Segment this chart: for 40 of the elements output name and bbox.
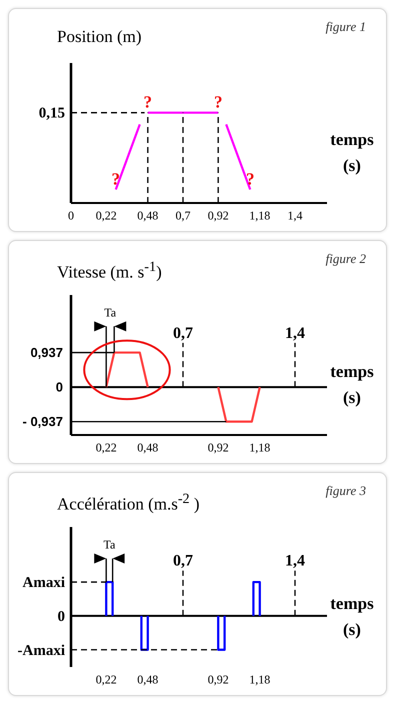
annotation: 1,4: [285, 324, 305, 342]
x-tick-label: 0,92: [208, 440, 229, 455]
annotation: ?: [246, 169, 254, 188]
annotation: ?: [144, 92, 152, 112]
annotation: ?: [112, 169, 120, 188]
annotation: Amaxi: [22, 575, 65, 592]
y-tick-label: 0: [56, 380, 63, 395]
x-tick-label: 0,92: [208, 672, 229, 687]
annotation: 1,4: [285, 552, 305, 570]
y-tick-label: 0,937: [30, 345, 63, 360]
x-axis-title: temps (s): [329, 593, 375, 641]
x-axis-title: temps (s): [329, 361, 375, 409]
x-tick-label: 0,48: [137, 672, 158, 687]
annotation: 0,7: [173, 324, 193, 342]
y-axis-title: Accélération (m.s$^{-2}$ ): [57, 491, 200, 515]
x-axis-title: temps (s): [329, 129, 375, 177]
annotation: 0,15: [38, 106, 65, 122]
chart-title: figure 2: [326, 251, 366, 267]
x-tick-label: 0,22: [96, 440, 117, 455]
annotation: 0,7: [173, 552, 193, 570]
x-tick-label: 0,22: [96, 672, 117, 687]
x-tick-label: 1,18: [249, 672, 270, 687]
x-tick-label: 0,22: [96, 208, 117, 223]
chart-title: figure 3: [326, 483, 366, 499]
chart-title: figure 1: [326, 19, 366, 35]
annotation: Ta: [104, 305, 117, 320]
x-tick-label: 0,48: [137, 440, 158, 455]
x-tick-label: 1,4: [288, 208, 302, 223]
annotation: ?: [214, 92, 222, 112]
x-tick-label: 1,18: [249, 440, 270, 455]
annotation: -Amaxi: [18, 642, 65, 659]
y-axis-title: Position (m): [57, 27, 142, 47]
x-tick-label: 0,7: [176, 208, 190, 223]
x-tick-label: 0,92: [208, 208, 229, 223]
x-tick-label: 0: [68, 208, 74, 223]
x-tick-label: 0,48: [137, 208, 158, 223]
y-tick-label: - 0,937: [22, 414, 63, 430]
y-axis-title: Vitesse (m. s$^{-1}$): [57, 259, 162, 283]
text: Ta: [103, 538, 116, 552]
x-tick-label: 1,18: [249, 208, 270, 223]
